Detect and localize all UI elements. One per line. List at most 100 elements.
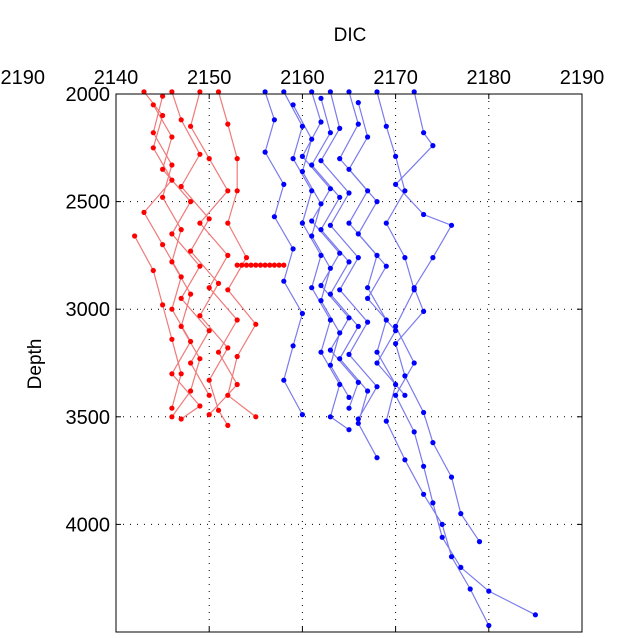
data-point — [374, 360, 380, 366]
series-lines — [134, 91, 536, 626]
data-point — [178, 274, 184, 280]
data-point — [290, 156, 296, 162]
data-point — [337, 156, 343, 162]
data-point — [411, 429, 417, 435]
data-point — [374, 455, 380, 461]
data-point — [346, 220, 352, 226]
data-point — [365, 319, 371, 325]
data-point — [327, 222, 333, 228]
profile-line — [394, 91, 480, 542]
data-point — [337, 194, 343, 200]
x-tick-label: 2190 — [1, 67, 46, 89]
data-point — [383, 418, 389, 424]
data-point — [318, 158, 324, 164]
y-tick-label: 2500 — [66, 192, 111, 214]
profile-line — [217, 91, 257, 418]
data-point — [160, 112, 166, 119]
data-point — [225, 287, 231, 293]
data-point — [355, 323, 361, 329]
profile-line — [152, 96, 201, 418]
data-point — [169, 336, 175, 342]
data-point — [327, 414, 333, 420]
data-point — [393, 328, 399, 334]
data-point — [309, 136, 315, 142]
data-point — [411, 89, 417, 95]
data-point — [271, 262, 277, 268]
data-point — [439, 534, 445, 540]
data-point — [206, 392, 212, 398]
data-point — [178, 371, 184, 377]
data-point — [486, 622, 492, 629]
data-point — [132, 233, 138, 239]
data-point — [243, 255, 250, 261]
data-point — [215, 280, 222, 286]
series-points — [132, 89, 539, 629]
data-point — [290, 246, 296, 252]
data-point — [430, 500, 436, 506]
data-point — [430, 440, 436, 446]
data-point — [411, 360, 417, 366]
data-point — [458, 564, 464, 571]
data-point — [337, 381, 343, 388]
data-point — [318, 119, 324, 125]
data-point — [234, 381, 240, 388]
data-point — [160, 242, 166, 248]
data-point — [262, 262, 268, 268]
data-point — [374, 252, 380, 258]
data-point — [253, 414, 259, 420]
data-point — [257, 262, 264, 268]
data-point — [178, 117, 184, 123]
data-point — [346, 89, 352, 95]
data-point — [318, 95, 324, 101]
data-point — [355, 231, 361, 237]
data-point — [178, 416, 184, 422]
data-point — [225, 188, 231, 194]
data-point — [178, 183, 184, 190]
data-point — [374, 199, 380, 205]
data-point — [411, 285, 417, 291]
data-point — [448, 222, 455, 228]
data-point — [402, 373, 408, 379]
data-point — [188, 338, 194, 345]
profile-line — [292, 104, 350, 398]
x-tick-label: 2140 — [94, 67, 139, 89]
data-point — [188, 123, 194, 129]
data-point — [346, 427, 352, 433]
data-point — [467, 586, 473, 592]
data-point — [225, 252, 231, 258]
data-point — [206, 328, 212, 334]
data-point — [309, 218, 315, 224]
data-point — [276, 262, 282, 268]
data-point — [141, 89, 147, 95]
data-point — [150, 102, 156, 108]
data-point — [160, 194, 166, 200]
data-point — [243, 262, 250, 268]
data-point — [318, 227, 324, 233]
data-point — [141, 209, 147, 215]
x-axis-title: DIC — [334, 25, 367, 46]
data-point — [327, 89, 333, 95]
data-point — [337, 287, 343, 293]
data-point — [393, 323, 399, 329]
profile-line — [143, 91, 201, 420]
data-point — [169, 134, 175, 140]
data-point — [225, 422, 231, 428]
data-point — [439, 521, 445, 528]
data-point — [197, 356, 203, 362]
data-point — [318, 298, 324, 304]
y-tick-label: 2000 — [66, 84, 111, 106]
data-point — [160, 302, 166, 308]
data-point — [299, 123, 305, 129]
data-point — [365, 285, 371, 291]
data-point — [206, 412, 212, 418]
data-point — [355, 420, 361, 426]
data-point — [421, 130, 427, 136]
data-point — [215, 407, 222, 413]
data-point — [299, 310, 305, 317]
data-point — [169, 89, 175, 95]
data-point — [215, 89, 222, 95]
data-point — [169, 259, 175, 265]
data-point — [169, 306, 175, 312]
data-point — [532, 612, 539, 618]
